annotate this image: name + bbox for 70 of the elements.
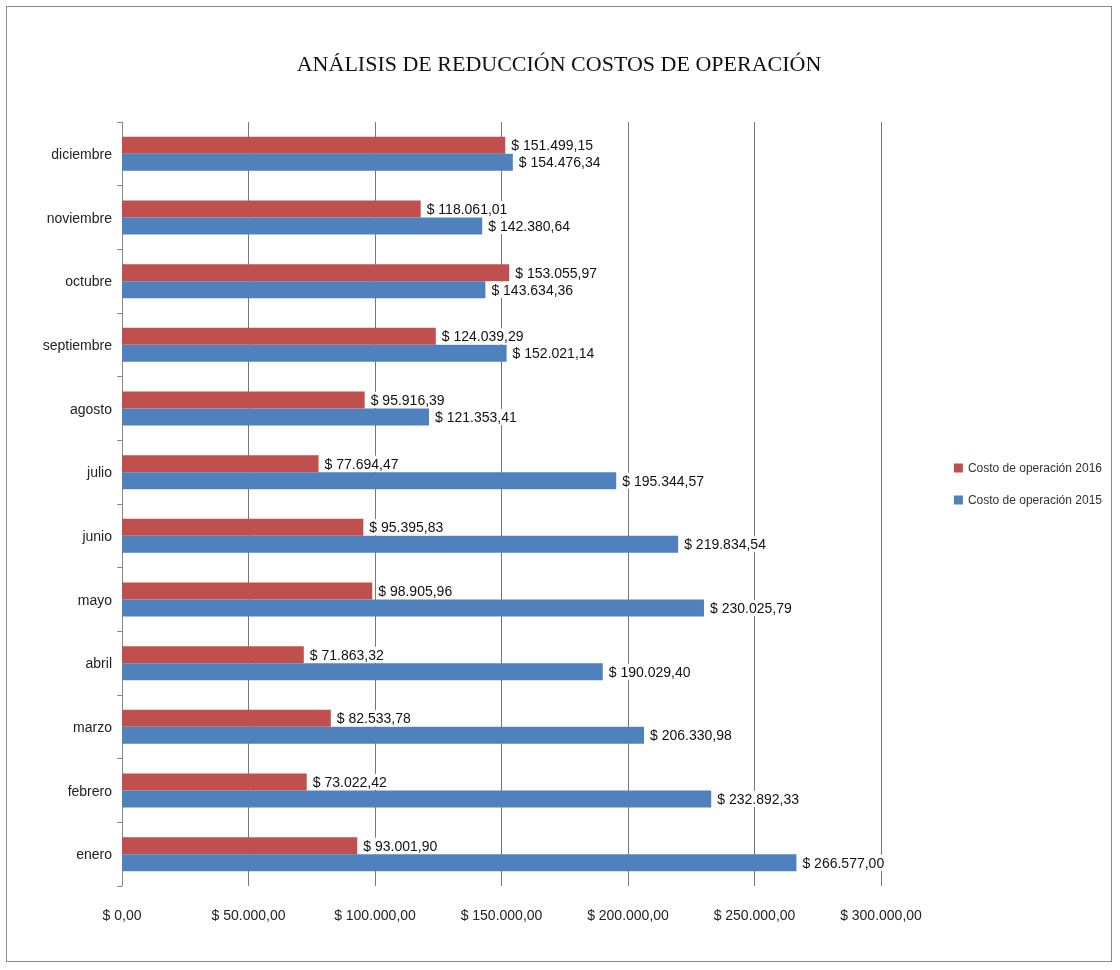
- bar: [122, 709, 331, 727]
- x-tick-label: $ 100.000,00: [334, 907, 417, 923]
- bar: [122, 582, 373, 600]
- data-label: $ 151.499,15: [511, 137, 594, 154]
- bar: [122, 153, 513, 171]
- bar: [122, 391, 365, 409]
- data-label: $ 219.834,54: [684, 536, 767, 553]
- bar: [122, 663, 603, 681]
- y-tick-label: julio: [86, 464, 113, 481]
- bar: [122, 327, 436, 345]
- data-label: $ 73.022,42: [312, 774, 387, 790]
- bar: [122, 646, 304, 664]
- data-label: $ 143.634,36: [491, 281, 574, 298]
- y-tick-label: octubre: [65, 273, 113, 290]
- bar: [122, 344, 507, 362]
- bar: [122, 472, 617, 490]
- data-label: $ 195.344,57: [622, 472, 705, 489]
- x-tick-label: $ 300.000,00: [840, 907, 923, 923]
- y-tick-label: septiembre: [42, 336, 113, 353]
- data-label: $ 124.039,29: [441, 328, 524, 345]
- bar: [122, 837, 358, 855]
- data-label: $ 118.061,01: [426, 201, 508, 217]
- y-tick-label: febrero: [67, 782, 113, 799]
- bar: [122, 599, 704, 617]
- data-label: $ 142.380,64: [488, 218, 571, 234]
- bar: [122, 408, 430, 426]
- y-tick-label: abril: [85, 655, 112, 672]
- bar: [122, 854, 797, 872]
- data-label: $ 232.892,33: [717, 791, 800, 807]
- data-label: $ 82.533,78: [336, 710, 411, 727]
- x-tick-label: $ 200.000,00: [587, 907, 670, 923]
- data-label: $ 95.916,39: [370, 392, 445, 408]
- bar: [122, 726, 645, 744]
- data-label: $ 266.577,00: [802, 854, 885, 871]
- legend-label: Costo de operación 2016: [967, 461, 1103, 475]
- data-label: $ 153.055,97: [515, 264, 598, 281]
- bar: [122, 518, 364, 536]
- data-label: $ 206.330,98: [650, 727, 732, 744]
- data-label: $ 93.001,90: [363, 837, 438, 854]
- bar: [122, 281, 486, 299]
- bar: [122, 264, 510, 282]
- data-label: $ 77.694,47: [324, 455, 399, 472]
- bar: [122, 217, 483, 235]
- chart-title: ANÁLISIS DE REDUCCIÓN COSTOS DE OPERACIÓN: [296, 50, 822, 76]
- data-label: $ 95.395,83: [369, 519, 444, 536]
- y-tick-label: mayo: [77, 591, 113, 608]
- data-label: $ 152.021,14: [512, 345, 595, 362]
- y-tick-label: junio: [81, 527, 113, 544]
- x-tick-label: $ 0,00: [102, 907, 142, 923]
- data-label: $ 121.353,41: [435, 409, 517, 425]
- data-label: $ 71.863,32: [309, 646, 384, 663]
- bar: [122, 200, 421, 218]
- bar: [122, 790, 712, 808]
- legend-label: Costo de operación 2015: [967, 493, 1103, 507]
- y-tick-label: diciembre: [51, 145, 113, 162]
- data-label: $ 230.025,79: [709, 600, 792, 616]
- y-tick-label: agosto: [69, 400, 113, 417]
- x-tick-label: $ 250.000,00: [713, 907, 796, 923]
- bar: [122, 455, 319, 473]
- bar: [122, 535, 679, 553]
- bar: [122, 136, 506, 154]
- y-tick-label: enero: [76, 846, 113, 863]
- y-tick-label: noviembre: [46, 209, 113, 226]
- data-label: $ 98.905,96: [378, 583, 453, 599]
- x-tick-label: $ 50.000,00: [211, 907, 286, 923]
- bar: [122, 773, 307, 791]
- data-label: $ 190.029,40: [608, 663, 691, 680]
- y-tick-label: marzo: [73, 718, 113, 735]
- x-tick-label: $ 150.000,00: [460, 907, 543, 923]
- data-label: $ 154.476,34: [518, 154, 601, 171]
